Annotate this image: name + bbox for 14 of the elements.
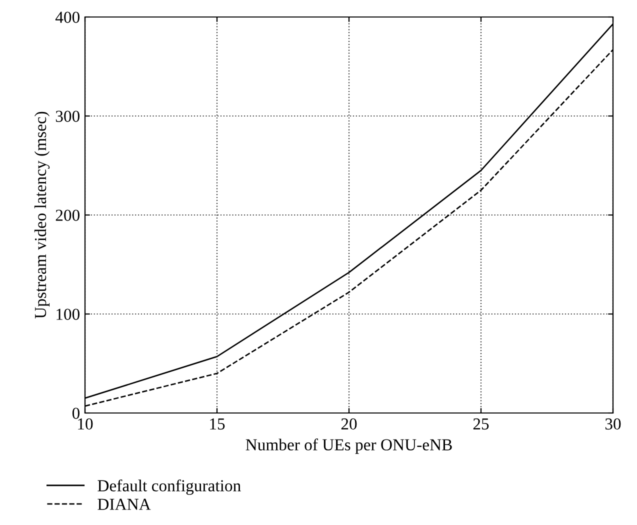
y-tick-label: 100 bbox=[56, 308, 80, 320]
legend-label: DIANA bbox=[98, 498, 151, 510]
y-tick-label: 400 bbox=[55, 12, 80, 23]
x-tick-label: 30 bbox=[605, 418, 621, 430]
x-axis-title: Number of UEs per ONU-eNB bbox=[246, 438, 452, 454]
legend-label: Default configuration bbox=[98, 479, 241, 495]
y-axis-title: Upstream video latency (msec) bbox=[34, 112, 50, 319]
x-tick-label: 10 bbox=[78, 418, 93, 430]
y-tick-label: 200 bbox=[56, 210, 80, 221]
x-tick-label: 15 bbox=[210, 418, 225, 430]
x-tick-label: 20 bbox=[341, 418, 357, 430]
y-tick-label: 0 bbox=[72, 408, 80, 419]
x-tick-label: 25 bbox=[473, 418, 489, 430]
y-tick-label: 300 bbox=[56, 110, 80, 122]
